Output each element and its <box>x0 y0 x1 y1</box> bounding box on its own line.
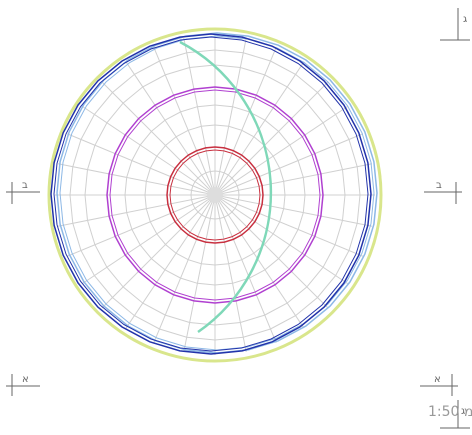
hub <box>207 187 223 203</box>
spoke <box>125 61 216 196</box>
section-marker: ב <box>6 180 40 204</box>
spoke <box>214 194 349 285</box>
section-marker: ג <box>440 8 470 41</box>
spoke <box>57 194 216 227</box>
spoke <box>214 194 305 329</box>
grid-ring <box>84 64 346 326</box>
marker-label: א <box>434 374 441 385</box>
arc <box>179 40 273 334</box>
spoke <box>214 81 329 196</box>
radial-grid <box>55 35 375 355</box>
spoke <box>153 46 216 196</box>
section-marker: א <box>6 374 40 396</box>
ring <box>169 149 261 241</box>
ring <box>53 36 369 352</box>
spoke <box>66 194 216 257</box>
spoke <box>214 194 247 353</box>
spoke <box>101 81 216 196</box>
spoke <box>81 194 216 285</box>
spoke <box>57 163 216 196</box>
spoke <box>183 194 216 353</box>
spoke <box>101 194 216 309</box>
spoke <box>153 194 216 344</box>
section-marker: א <box>420 374 458 396</box>
spoke <box>214 46 277 196</box>
spoke <box>81 105 216 196</box>
marker-label: ג <box>461 406 465 417</box>
spoke <box>214 194 364 257</box>
caption: תוכנית שקופה קנ"מ 1:50 <box>428 404 472 420</box>
spoke <box>125 194 216 329</box>
spoke <box>214 105 349 196</box>
grid-ring <box>144 124 286 266</box>
outer-ring <box>47 27 383 363</box>
marker-label: ב <box>22 180 28 191</box>
ring <box>50 33 372 355</box>
spoke <box>214 163 373 196</box>
spoke <box>214 133 364 196</box>
grid-ring <box>69 49 361 341</box>
section-marker: ב <box>424 180 462 204</box>
rings <box>47 27 383 363</box>
spoke <box>183 37 216 196</box>
marker-label: ב <box>436 180 442 191</box>
ring <box>106 86 324 304</box>
spoke <box>214 194 277 344</box>
ring <box>56 32 378 354</box>
spoke <box>214 194 329 309</box>
spoke <box>214 37 247 196</box>
ring <box>166 146 264 244</box>
ring <box>109 89 321 301</box>
section-marker: ג <box>440 400 470 429</box>
spoke <box>214 194 373 227</box>
marker-label: א <box>22 374 29 385</box>
grid-ring <box>190 170 240 220</box>
marker-label: ג <box>463 14 467 25</box>
grid-ring <box>124 104 306 286</box>
spoke <box>66 133 216 196</box>
